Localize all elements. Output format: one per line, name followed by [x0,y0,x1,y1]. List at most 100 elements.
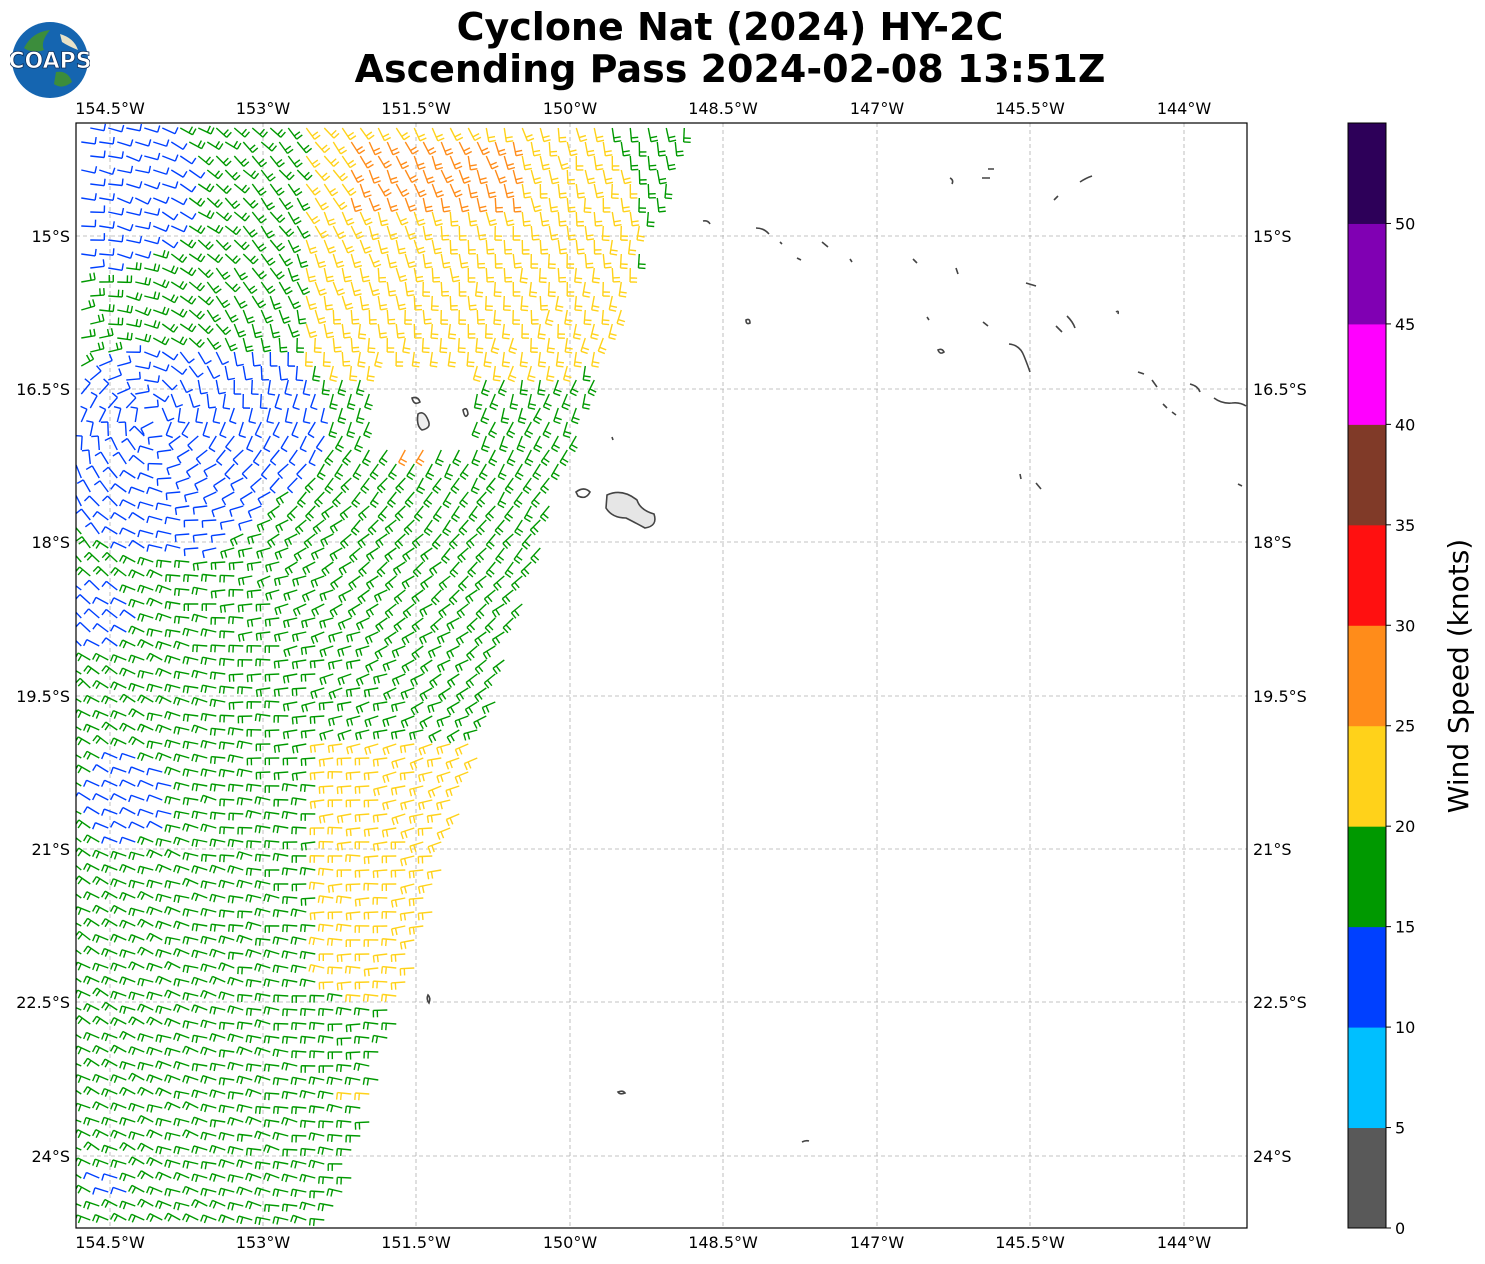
wind-barb [236,1133,253,1142]
wind-barb [357,589,370,605]
wind-barb [345,1023,361,1033]
wind-barb [206,337,222,351]
wind-barb [467,323,476,339]
wind-barb [326,1188,343,1197]
wind-barb [427,701,442,714]
wind-barb [390,953,406,962]
wind-barb [309,659,325,669]
wind-barb [380,993,397,1002]
wind-barb [314,281,327,296]
wind-barb [530,547,541,564]
wind-barb [346,393,356,411]
wind-barb [283,589,298,602]
wind-barb [516,435,526,453]
wind-barb [620,197,631,213]
wind-barb [458,281,467,297]
wind-barb [236,851,253,860]
wind-barb [320,533,334,547]
wind-barb [119,639,136,649]
wind-barb [182,1074,199,1084]
wind-barb [191,724,208,734]
wind-barb [458,169,471,184]
wind-barb [92,510,109,521]
wind-barb [260,337,272,353]
wind-barb [182,964,199,974]
wind-barb [317,1007,334,1017]
wind-barb [402,603,415,619]
wind-barb [575,239,585,255]
wind-barb [153,250,170,259]
wind-barb [101,864,118,874]
wind-barb [83,750,100,760]
wind-barb [426,869,442,880]
wind-barb [76,754,82,759]
wind-barb [182,685,199,694]
wind-barb [491,603,505,618]
wind-barb [227,951,244,960]
wind-barb [470,477,480,495]
wind-barb [80,378,91,395]
wind-barb [474,631,487,647]
wind-barb [420,575,433,591]
wind-barb [267,379,276,396]
wind-barb [274,547,289,560]
wind-barb [76,1203,82,1207]
wind-barb [247,505,262,519]
wind-barb [584,253,594,269]
wind-barb [282,1008,298,1017]
wind-barb [411,617,424,633]
wind-barb [299,866,316,876]
wind-barb [552,379,562,397]
wind-barb [309,799,325,809]
wind-barb [237,910,253,919]
wind-barb [137,613,154,622]
wind-barb [350,197,363,213]
wind-barb [354,869,370,878]
wind-barb [602,281,610,297]
colorbar-swatch [1348,725,1386,827]
wind-barb [335,1091,352,1101]
lon-label-top: 147°W [850,99,905,118]
wind-barb [593,127,605,143]
wind-barb [300,729,316,739]
wind-barb [449,239,458,255]
wind-barb [119,976,136,986]
wind-barb [471,421,481,439]
wind-barb [318,840,334,849]
wind-barb [539,295,549,311]
wind-barb [282,729,298,740]
lon-label-top: 144°W [1157,99,1212,118]
wind-barb [522,477,532,495]
wind-barb [521,211,531,227]
wind-barb [449,183,463,198]
wind-barb [291,1050,307,1059]
wind-barb [287,295,301,310]
wind-barb [155,809,172,818]
wind-barb [224,309,239,323]
wind-barb [269,477,280,494]
wind-barb [512,225,521,241]
wind-barb [164,880,181,889]
wind-barb [209,1144,226,1154]
wind-barb [411,589,424,605]
wind-barb [197,239,214,251]
wind-barb [110,820,127,829]
wind-barb [327,715,343,727]
wind-barb [381,827,397,838]
wind-barb [332,225,347,240]
wind-barb [237,659,253,667]
wind-barb [368,253,382,268]
wind-barb [354,785,370,794]
wind-barb [229,533,244,547]
wind-barb [119,499,136,507]
wind-barb [337,673,352,686]
wind-barb [264,673,280,682]
wind-barb [564,309,573,326]
wind-barb [423,519,433,537]
wind-barb [94,451,109,465]
wind-barb [281,950,298,959]
wind-barb [182,768,199,777]
wind-barb [146,991,163,1001]
wind-barb [454,771,469,784]
wind-barb [368,281,381,297]
